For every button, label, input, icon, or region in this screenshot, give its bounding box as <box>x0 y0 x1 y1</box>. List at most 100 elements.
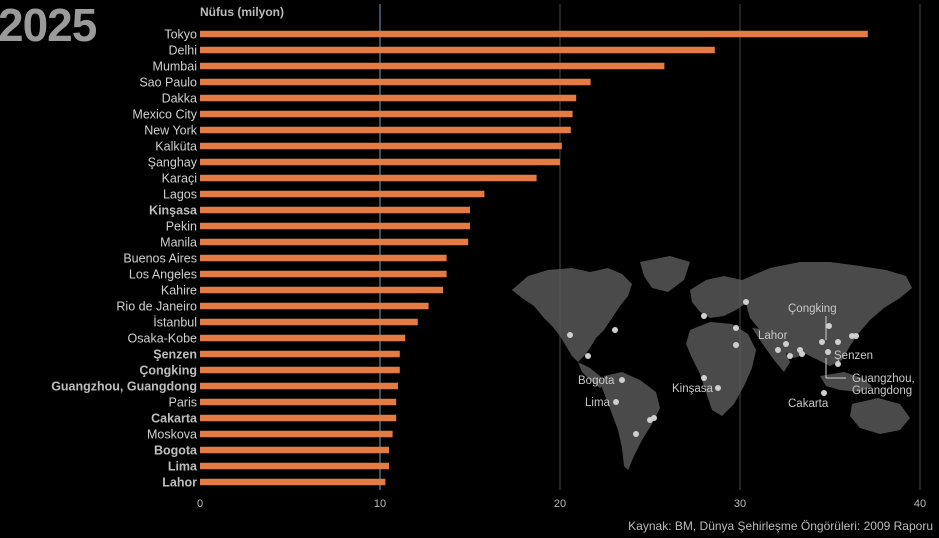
bar <box>200 158 560 166</box>
bar <box>200 398 397 406</box>
bar <box>200 414 397 422</box>
category-label: New York <box>144 124 198 138</box>
category-label: Paris <box>169 396 197 410</box>
city-dot <box>799 351 805 357</box>
city-dot <box>835 361 841 367</box>
category-label: Pekin <box>166 220 197 234</box>
city-dot <box>633 431 639 437</box>
category-label: Mexico City <box>132 108 197 122</box>
bar <box>200 174 537 182</box>
x-tick-label: 10 <box>374 498 386 510</box>
category-label: Lahor <box>162 476 197 490</box>
city-dot <box>835 339 841 345</box>
bar <box>200 446 389 454</box>
map-city-label: Çongking <box>788 303 837 315</box>
category-label: Şenzen <box>153 348 197 362</box>
bar <box>200 190 485 198</box>
category-label: Manila <box>160 236 197 250</box>
category-label: Rio de Janeiro <box>116 300 197 314</box>
bar <box>200 478 386 486</box>
category-label: Los Angeles <box>129 268 197 282</box>
bar <box>200 350 400 358</box>
city-dot <box>783 341 789 347</box>
city-dot <box>826 323 832 329</box>
city-dot <box>819 339 825 345</box>
city-dot <box>613 399 619 405</box>
category-label: Guangzhou, Guangdong <box>51 380 197 394</box>
axis-title: Nüfus (milyon) <box>200 5 284 19</box>
map-city-label: Cakarta <box>788 398 829 410</box>
category-label: Sao Paulo <box>139 76 197 90</box>
x-tick-label: 30 <box>734 498 746 510</box>
category-label: Dakka <box>162 92 197 106</box>
bar <box>200 254 447 262</box>
bar <box>200 94 577 102</box>
category-label: Mumbai <box>153 60 197 74</box>
category-label: Şanghay <box>148 156 198 170</box>
category-label: Kahire <box>161 284 197 298</box>
world-map <box>512 256 912 470</box>
bar <box>200 334 406 342</box>
bar <box>200 238 469 246</box>
city-dot <box>733 325 739 331</box>
source-note: Kaynak: BM, Dünya Şehirleşme Öngörüleri:… <box>628 519 933 533</box>
category-label: Bogota <box>154 444 198 458</box>
map-city-label: Guangzhou, <box>852 373 915 385</box>
category-label: Karaçi <box>162 172 197 186</box>
bar <box>200 462 389 470</box>
bar <box>200 366 400 374</box>
city-dot <box>651 415 657 421</box>
bar <box>200 46 715 54</box>
map-city-label: Lima <box>585 397 611 409</box>
x-tick-label: 40 <box>914 498 926 510</box>
bar <box>200 78 591 86</box>
city-dot <box>701 375 707 381</box>
city-dot <box>715 385 721 391</box>
bar <box>200 318 418 326</box>
category-label: Cakarta <box>151 412 198 426</box>
category-label: Tokyo <box>164 28 197 42</box>
category-label: Kalküta <box>155 140 197 154</box>
city-dot <box>853 333 859 339</box>
bar <box>200 382 398 390</box>
bar <box>200 270 447 278</box>
category-label: Kinşasa <box>149 204 198 218</box>
city-dot <box>743 299 749 305</box>
map-city-label: Lahor <box>758 330 788 342</box>
map-city-label: Şenzen <box>834 350 873 362</box>
year-title: 2025 <box>0 0 97 51</box>
category-label: Lima <box>168 460 198 474</box>
bar <box>200 430 393 438</box>
x-tick-label: 20 <box>554 498 566 510</box>
city-dot <box>567 332 573 338</box>
city-dot <box>821 390 827 396</box>
city-dot <box>585 353 591 359</box>
category-label: Delhi <box>169 44 198 58</box>
bar <box>200 222 470 230</box>
bar <box>200 286 443 294</box>
city-dot <box>787 353 793 359</box>
map-city-label: Bogota <box>578 375 615 387</box>
city-dot <box>701 313 707 319</box>
category-label: Çongking <box>139 364 197 378</box>
category-label: Moskova <box>147 428 197 442</box>
bar <box>200 142 562 150</box>
bar <box>200 302 429 310</box>
category-label: İstanbul <box>153 316 197 330</box>
category-label: Lagos <box>163 188 197 202</box>
bar <box>200 126 571 134</box>
bar <box>200 206 470 214</box>
city-dot <box>612 327 618 333</box>
category-label: Osaka-Kobe <box>128 332 198 346</box>
map-city-label: Guangdong <box>852 385 912 397</box>
x-tick-label: 0 <box>197 498 203 510</box>
city-dot <box>825 349 831 355</box>
category-label: Buenos Aires <box>123 252 197 266</box>
map-city-label: Kinşasa <box>672 383 714 395</box>
bar <box>200 30 868 38</box>
city-dot <box>733 342 739 348</box>
bar <box>200 62 665 70</box>
city-dot <box>775 347 781 353</box>
bar <box>200 110 573 118</box>
